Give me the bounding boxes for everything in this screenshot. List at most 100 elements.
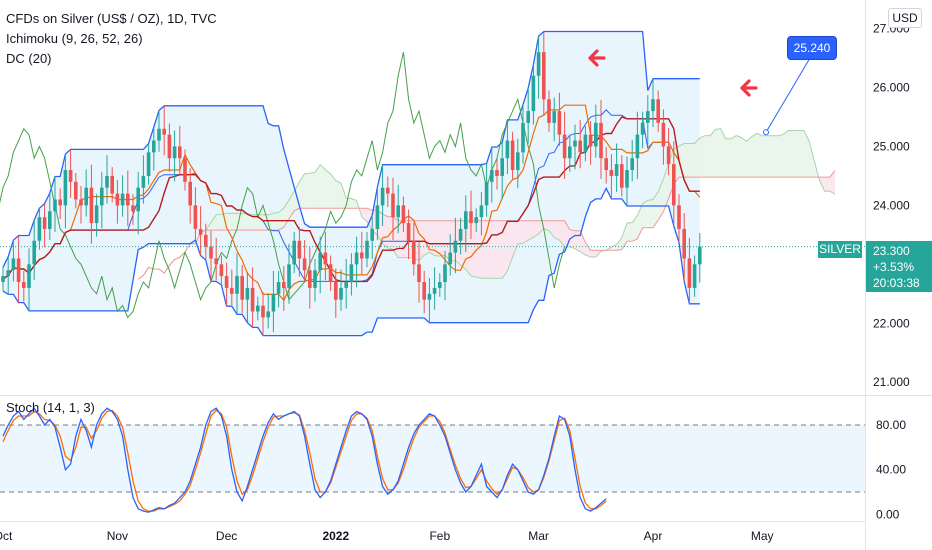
- currency-button[interactable]: USD: [888, 8, 922, 28]
- candle: [599, 99, 603, 179]
- candle-body: [599, 122, 603, 159]
- candle: [354, 236, 359, 288]
- candle: [646, 95, 650, 146]
- candle: [396, 184, 400, 234]
- ichimoku-cloud-segment: [502, 220, 508, 279]
- candle-body: [630, 158, 634, 171]
- ichimoku-cloud-segment: [803, 130, 809, 178]
- candle-body: [614, 164, 619, 176]
- ichimoku-cloud-segment: [507, 220, 513, 272]
- candle-body: [495, 170, 499, 176]
- candle-body: [16, 258, 21, 283]
- candle-body: [68, 170, 73, 182]
- candle: [510, 131, 515, 179]
- candle: [323, 231, 328, 281]
- candle: [188, 168, 192, 224]
- candle-body: [183, 158, 187, 182]
- candle: [687, 237, 692, 304]
- ichimoku-cloud-segment: [528, 220, 534, 241]
- candle: [401, 196, 406, 232]
- candle-body: [500, 158, 504, 176]
- candle: [526, 88, 530, 144]
- candle-body: [48, 211, 52, 229]
- candle-body: [375, 205, 380, 229]
- candle: [422, 270, 426, 314]
- ichimoku-cloud-segment: [798, 130, 804, 178]
- time-axis-tick: Oct: [0, 529, 13, 543]
- donchian-lower: [2, 186, 700, 337]
- price-axis-tick: 22.000: [873, 316, 910, 330]
- candle: [557, 92, 562, 146]
- symbol-badge: SILVER: [818, 241, 862, 258]
- ichimoku-cloud-segment: [247, 213, 253, 231]
- ichimoku-cloud-segment: [304, 173, 310, 209]
- ichimoku-cloud-segment: [512, 220, 518, 257]
- donchian-upper: [2, 30, 700, 268]
- candle-body: [27, 264, 31, 288]
- ichimoku-legend[interactable]: Ichimoku (9, 26, 52, 26): [6, 31, 143, 46]
- candle-body: [417, 264, 421, 283]
- candle: [365, 231, 369, 268]
- candle: [74, 172, 78, 209]
- candle-body: [261, 305, 265, 318]
- candle: [131, 194, 135, 225]
- candle: [94, 194, 99, 237]
- price-axis-tick: 21.000: [873, 375, 910, 389]
- candle: [58, 188, 62, 219]
- candle-body: [219, 264, 224, 277]
- candle: [100, 171, 104, 229]
- ichimoku-cloud-segment: [710, 129, 716, 178]
- candle: [1, 267, 5, 291]
- candle-body: [432, 287, 437, 294]
- candle: [547, 90, 551, 132]
- ichimoku-cloud-segment: [517, 220, 523, 244]
- candle: [453, 217, 458, 274]
- ichimoku-cloud-segment: [439, 220, 445, 257]
- candle-body: [464, 211, 468, 229]
- candle: [672, 141, 676, 227]
- candle-body: [422, 282, 426, 300]
- candle: [651, 78, 655, 128]
- candle-body: [256, 305, 260, 312]
- ichimoku-cloud-segment: [543, 220, 549, 231]
- candle: [656, 90, 660, 132]
- candle: [495, 158, 499, 190]
- ichimoku-cloud-segment: [580, 230, 586, 255]
- stoch-legend[interactable]: Stoch (14, 1, 3): [6, 400, 95, 415]
- candle-body: [250, 287, 255, 312]
- candle-body: [37, 217, 42, 241]
- candle-body: [360, 252, 364, 259]
- candle: [48, 193, 52, 241]
- candle-body: [536, 52, 541, 76]
- ichimoku-cloud-segment: [481, 220, 487, 279]
- candle: [292, 231, 296, 274]
- ichimoku-cloud-segment: [231, 213, 237, 231]
- chart-title: CFDs on Silver (US$ / OZ), 1D, TVC: [6, 11, 217, 26]
- ichimoku-cloud-segment: [309, 172, 315, 209]
- candle: [167, 123, 172, 172]
- ichimoku-cloud-segment: [777, 134, 783, 178]
- candle: [146, 143, 151, 185]
- ichimoku-cloud-segment: [788, 130, 794, 178]
- candle: [63, 154, 68, 229]
- ichimoku-cloud-segment: [679, 143, 685, 178]
- ichimoku-cloud-segment: [575, 230, 581, 252]
- candle-body: [474, 217, 478, 224]
- ichimoku-cloud-segment: [341, 182, 347, 209]
- ichimoku-cloud-segment: [486, 220, 492, 279]
- candle-body: [568, 146, 572, 159]
- candle-body: [318, 252, 322, 271]
- candle-body: [193, 205, 198, 229]
- ichimoku-cloud-segment: [382, 214, 388, 248]
- candle: [666, 128, 671, 176]
- candle: [448, 234, 452, 276]
- candle: [245, 271, 250, 323]
- candle: [458, 217, 463, 255]
- ichimoku-cloud-segment: [653, 191, 659, 228]
- candle-body: [412, 240, 416, 265]
- candle: [552, 97, 556, 142]
- ichimoku-cloud-segment: [252, 214, 258, 231]
- donchian-legend[interactable]: DC (20): [6, 51, 52, 66]
- candle: [432, 267, 437, 310]
